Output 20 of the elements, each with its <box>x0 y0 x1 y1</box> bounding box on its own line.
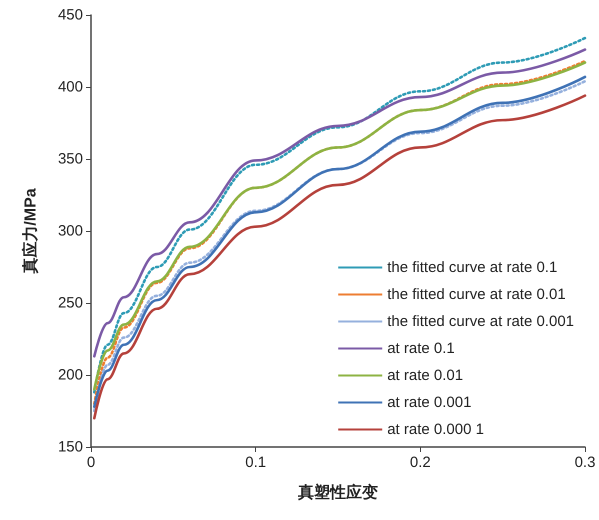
y-tick-label: 200 <box>58 366 83 384</box>
legend-label: at rate 0.001 <box>387 394 472 411</box>
y-tick-label: 150 <box>58 438 83 456</box>
y-axis-title: 真应力/MPa <box>20 188 40 275</box>
legend-label: the fitted curve at rate 0.1 <box>387 259 558 276</box>
x-tick-label: 0.3 <box>574 454 596 471</box>
x-tick-label: 0 <box>86 454 96 471</box>
x-axis-title: 真塑性应变 <box>297 482 378 502</box>
y-tick-label: 350 <box>58 150 83 168</box>
legend-label: the fitted curve at rate 0.01 <box>387 286 566 303</box>
x-tick-label: 0.2 <box>410 454 431 471</box>
y-tick-label: 450 <box>58 6 83 24</box>
y-tick-label: 300 <box>58 222 83 240</box>
legend-label: at rate 0.1 <box>387 340 455 357</box>
legend-label: at rate 0.01 <box>387 367 464 384</box>
y-tick-label: 400 <box>58 78 83 96</box>
legend-label: the fitted curve at rate 0.001 <box>387 313 574 330</box>
x-tick-label: 0.1 <box>245 454 266 471</box>
y-tick-label: 250 <box>58 294 83 312</box>
legend-label: at rate 0.000 1 <box>387 421 484 438</box>
